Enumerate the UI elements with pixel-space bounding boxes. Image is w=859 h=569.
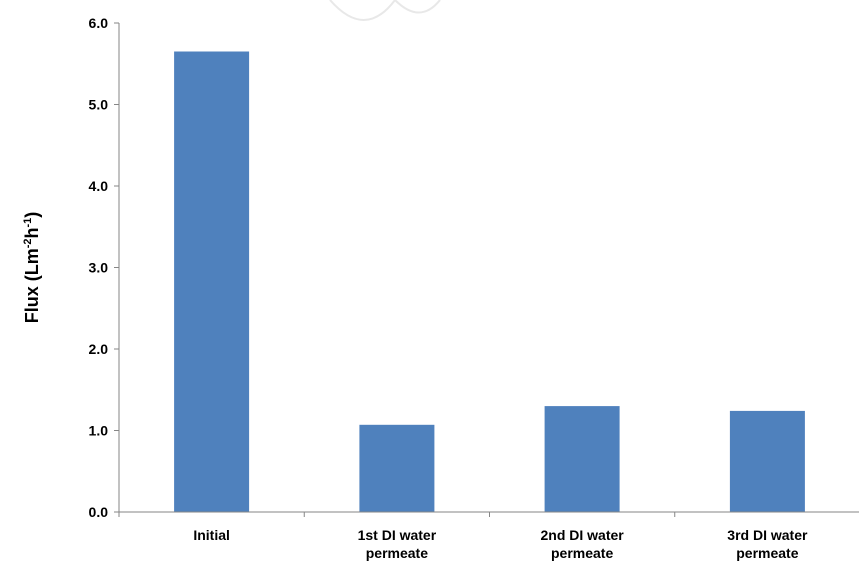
x-tick-label-line: Initial: [193, 527, 230, 543]
x-tick-label: Initial: [193, 527, 230, 543]
y-tick-label: 5.0: [89, 97, 109, 113]
y-tick-label: 6.0: [89, 15, 109, 31]
y-axis-title: Flux (Lm-2h-1): [22, 212, 42, 324]
bar: [544, 406, 620, 512]
y-tick-label: 1.0: [89, 423, 109, 439]
y-axis-title-group: Flux (Lm-2h-1): [22, 212, 42, 324]
y-tick-label: 3.0: [89, 260, 109, 276]
y-axis-title-end: ): [22, 212, 42, 218]
bar: [729, 410, 805, 512]
x-tick-label-line: 2nd DI water: [541, 527, 625, 543]
x-tick-label-line: permeate: [551, 545, 613, 561]
x-tick-label: 2nd DI water permeate: [541, 527, 625, 561]
x-tick-label-line: permeate: [736, 545, 798, 561]
y-tick-label: 0.0: [89, 504, 109, 520]
y-axis-title-base: Flux (Lm: [22, 248, 42, 323]
x-tick-label: 3rd DI water permeate: [727, 527, 808, 561]
watermark-arc: [394, 0, 441, 14]
bar: [359, 424, 435, 512]
bar: [174, 51, 250, 512]
y-axis-title-mid: h: [22, 228, 42, 239]
y-axis-title-sup2: -1: [22, 218, 34, 228]
x-tick-label: 1st DI water permeate: [358, 527, 437, 561]
x-tick-label-line: permeate: [366, 545, 428, 561]
y-axis-title-sup1: -2: [22, 239, 34, 249]
y-tick-label: 2.0: [89, 341, 109, 357]
x-tick-label-line: 3rd DI water: [727, 527, 808, 543]
plot-area: 0.0 1.0 2.0 3.0 4.0 5.0 6.0 Initial 1st DI water…: [89, 15, 859, 561]
x-tick-label-line: 1st DI water: [358, 527, 437, 543]
watermark-arc: [329, 0, 396, 21]
y-tick-label: 4.0: [89, 178, 109, 194]
